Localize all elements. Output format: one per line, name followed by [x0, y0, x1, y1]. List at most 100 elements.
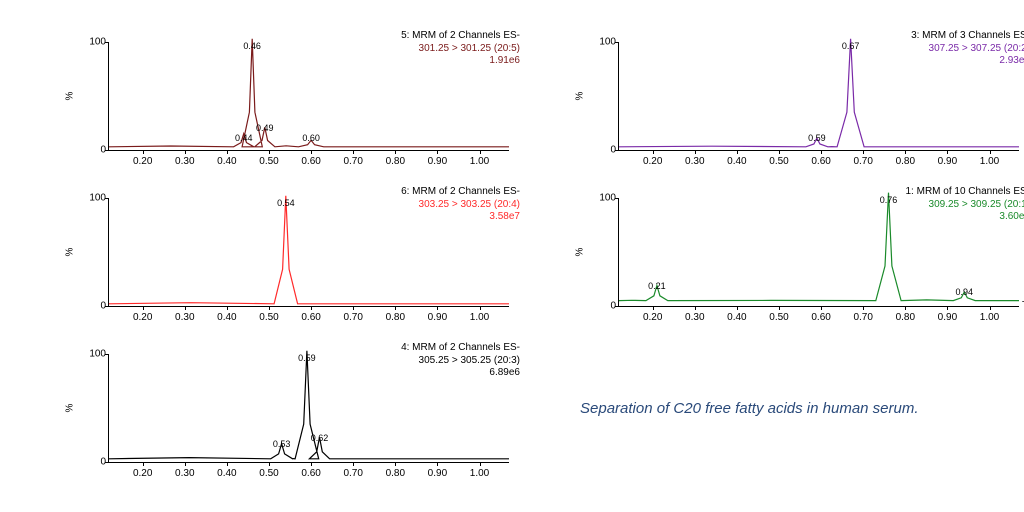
x-tick-mark: [437, 306, 438, 310]
chromatogram-trace: [109, 198, 509, 306]
x-tick: 0.50: [259, 312, 278, 323]
x-tick: 0.50: [769, 312, 788, 323]
x-tick-mark: [185, 306, 186, 310]
x-tick-mark: [863, 306, 864, 310]
plot-area: 0.200.300.400.500.600.700.800.901.000.53…: [108, 354, 509, 463]
x-tick: 0.50: [259, 156, 278, 167]
x-tick: 1.00: [470, 156, 489, 167]
x-tick: 0.70: [343, 156, 362, 167]
y-tick: 0: [598, 145, 616, 156]
x-tick-mark: [143, 150, 144, 154]
x-tick: 0.30: [175, 156, 194, 167]
y-tick: 100: [88, 37, 106, 48]
y-tick-mark: [105, 462, 109, 463]
x-tick: 0.40: [217, 468, 236, 479]
x-tick-mark: [947, 150, 948, 154]
y-tick: 100: [88, 349, 106, 360]
x-tick-mark: [695, 306, 696, 310]
x-tick-mark: [779, 306, 780, 310]
x-tick-mark: [947, 306, 948, 310]
x-tick: 0.50: [259, 468, 278, 479]
x-tick-mark: [185, 150, 186, 154]
x-tick: 0.80: [386, 156, 405, 167]
x-tick-mark: [353, 306, 354, 310]
x-tick-mark: [353, 150, 354, 154]
x-tick-mark: [480, 462, 481, 466]
peak-label: 0.54: [277, 198, 295, 208]
x-tick-mark: [437, 462, 438, 466]
panel-p1: 1: MRM of 10 Channels ES-309.25 > 309.25…: [570, 186, 1024, 336]
x-tick-mark: [227, 462, 228, 466]
x-tick: 1.00: [470, 312, 489, 323]
x-tick: 0.30: [175, 468, 194, 479]
header-line-1: 4: MRM of 2 Channels ES-: [401, 342, 520, 355]
x-tick: 0.40: [217, 312, 236, 323]
panel-p6: 6: MRM of 2 Channels ES-303.25 > 303.25 …: [60, 186, 520, 336]
peak-label: 0.76: [880, 195, 898, 205]
x-tick: 0.20: [133, 468, 152, 479]
x-tick-mark: [990, 306, 991, 310]
x-tick-mark: [395, 150, 396, 154]
header-line-1: 1: MRM of 10 Channels ES-: [906, 186, 1024, 199]
peak-label: 0.59: [808, 133, 826, 143]
x-tick: 0.60: [811, 156, 830, 167]
x-tick: 0.20: [643, 156, 662, 167]
panel-p4: 4: MRM of 2 Channels ES-305.25 > 305.25 …: [60, 342, 520, 492]
x-tick-mark: [990, 150, 991, 154]
y-tick-mark: [615, 306, 619, 307]
x-tick: 0.40: [727, 312, 746, 323]
plot-area: 0.200.300.400.500.600.700.800.901.000.59…: [618, 42, 1019, 151]
x-tick: 1.00: [470, 468, 489, 479]
y-axis-label: %: [65, 248, 76, 257]
x-tick-mark: [480, 150, 481, 154]
x-tick-mark: [227, 306, 228, 310]
x-tick: 1.00: [980, 312, 999, 323]
x-tick-mark: [311, 306, 312, 310]
x-tick-mark: [863, 150, 864, 154]
x-tick: 0.60: [301, 312, 320, 323]
peak-label: 0.21: [648, 281, 666, 291]
x-tick: 0.60: [301, 156, 320, 167]
peak-label: 0.67: [842, 41, 860, 51]
y-tick: 0: [598, 301, 616, 312]
plot-area: 0.200.300.400.500.600.700.800.901.000.54: [108, 198, 509, 307]
x-tick: 0.80: [386, 312, 405, 323]
x-tick-mark: [143, 462, 144, 466]
y-tick: 100: [598, 193, 616, 204]
plot-area: 0.200.300.400.500.600.700.800.901.000.21…: [618, 198, 1019, 307]
plot-area: 0.200.300.400.500.600.700.800.901.000.44…: [108, 42, 509, 151]
x-tick: 0.80: [896, 312, 915, 323]
y-tick: 0: [88, 457, 106, 468]
peak-label: 0.94: [955, 287, 973, 297]
peak-label: 0.59: [298, 353, 316, 363]
x-tick: 0.70: [343, 312, 362, 323]
y-axis-label: %: [575, 92, 586, 101]
x-tick-mark: [227, 150, 228, 154]
peak-label: 0.44: [235, 133, 253, 143]
x-tick: 0.20: [643, 312, 662, 323]
y-axis-label: %: [575, 248, 586, 257]
x-tick-mark: [269, 462, 270, 466]
panel-p5: 5: MRM of 2 Channels ES-301.25 > 301.25 …: [60, 30, 520, 180]
right-column: 3: MRM of 3 Channels ES-307.25 > 307.25 …: [570, 30, 1024, 342]
x-tick-mark: [185, 462, 186, 466]
peak-label: 0.49: [256, 123, 274, 133]
x-tick: 1.00: [980, 156, 999, 167]
x-tick-mark: [480, 306, 481, 310]
y-tick: 100: [88, 193, 106, 204]
y-axis-label: %: [65, 404, 76, 413]
x-tick: 0.40: [217, 156, 236, 167]
x-tick-mark: [269, 306, 270, 310]
x-tick: 0.80: [386, 468, 405, 479]
x-tick-mark: [353, 462, 354, 466]
chromatogram-figure: 5: MRM of 2 Channels ES-301.25 > 301.25 …: [0, 0, 1024, 512]
panel-p3: 3: MRM of 3 Channels ES-307.25 > 307.25 …: [570, 30, 1024, 180]
y-axis-label: %: [65, 92, 76, 101]
x-tick: 0.50: [769, 156, 788, 167]
peak-label: 0.53: [273, 439, 291, 449]
x-tick: 0.40: [727, 156, 746, 167]
y-tick-mark: [105, 150, 109, 151]
x-tick: 0.90: [428, 468, 447, 479]
x-tick: 0.60: [301, 468, 320, 479]
x-tick-mark: [311, 462, 312, 466]
